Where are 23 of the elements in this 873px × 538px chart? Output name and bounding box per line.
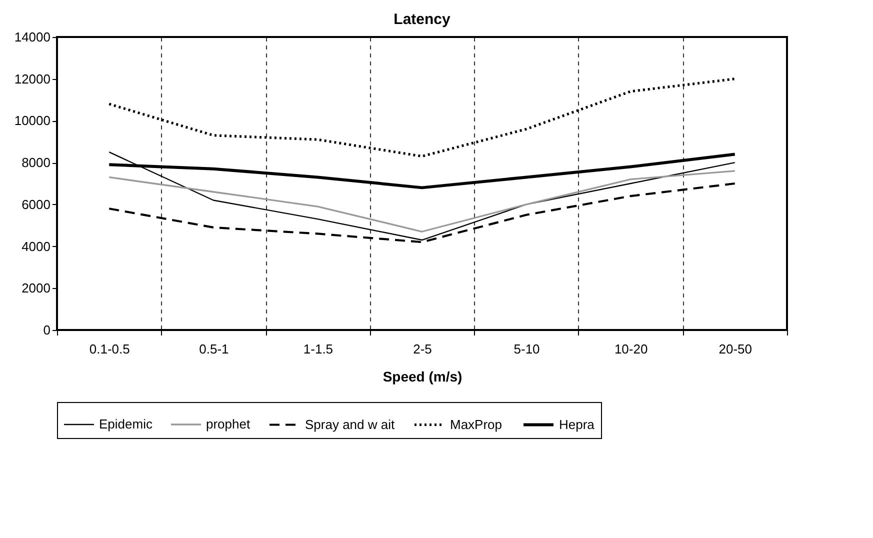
x-tick-label: 0.5-1 — [199, 342, 229, 356]
legend-label: Epidemic — [99, 416, 153, 432]
y-tick-label: 14000 — [14, 30, 50, 44]
y-tick-label: 10000 — [14, 113, 50, 128]
line-series — [108, 170, 736, 232]
x-tick-label: 0.1-0.5 — [89, 342, 130, 356]
y-tick-label: 8000 — [22, 155, 50, 170]
x-tick-label: 10-20 — [614, 342, 648, 356]
legend-label: Hepra — [559, 416, 596, 432]
legend-label: MaxProp — [450, 416, 502, 432]
x-tick-label: 2-5 — [413, 342, 432, 356]
x-tick-label: 1-1.5 — [303, 342, 334, 356]
chart-title: Latency — [394, 11, 451, 28]
x-tick-label: 5-10 — [514, 342, 540, 356]
y-tick-label: 2000 — [22, 280, 50, 296]
y-tick-label: 6000 — [22, 196, 50, 212]
legend-label: Spray and w ait — [305, 416, 395, 432]
y-tick-label: 0 — [43, 322, 50, 338]
y-tick-label: 12000 — [14, 71, 50, 86]
x-tick-label: 20-50 — [718, 342, 752, 356]
y-tick-label: 4000 — [22, 238, 50, 254]
legend-label: prophet — [206, 416, 250, 432]
x-axis-title: Speed (m/s) — [382, 368, 462, 384]
